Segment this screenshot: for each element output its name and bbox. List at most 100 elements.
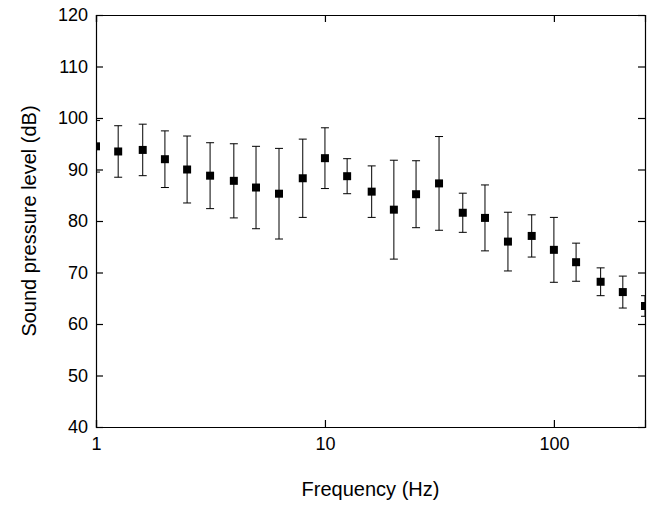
error-bar-cap (550, 217, 558, 218)
tick-label: 40 (68, 417, 88, 437)
point (412, 190, 420, 198)
x-axis-title: Frequency (Hz) (302, 478, 440, 500)
error-bar-cap (619, 276, 627, 277)
tick (638, 273, 645, 274)
error-bar (619, 276, 627, 308)
tick (638, 427, 645, 428)
error-bar-cap (114, 125, 122, 126)
error-bar-cap (390, 259, 398, 260)
error-bar-cap (528, 257, 536, 258)
error-bar (321, 128, 329, 189)
error-bar-cap (252, 146, 260, 147)
tick-label: 110 (59, 57, 88, 77)
tick: 40 (68, 417, 103, 437)
tick: 100 (539, 420, 569, 454)
error-bar-cap (321, 127, 329, 128)
error-bar-cap (459, 193, 467, 194)
point (390, 206, 398, 214)
error-bar-cap (459, 232, 467, 233)
error-bar (550, 217, 558, 282)
error-bar (481, 185, 489, 251)
point (459, 209, 467, 217)
error-bar-cap (368, 217, 376, 218)
tick-mark (638, 66, 645, 67)
point (114, 147, 122, 155)
tick-mark (638, 272, 645, 273)
point (275, 190, 283, 198)
tick (638, 221, 645, 222)
point (230, 177, 238, 185)
error-bar-cap (275, 148, 283, 149)
tick-mark (96, 118, 103, 119)
error-bar-cap (183, 136, 191, 137)
error-bar-cap (390, 160, 398, 161)
point (299, 174, 307, 182)
tick-mark (638, 169, 645, 170)
tick: 10 (315, 420, 335, 454)
error-bar-cap (114, 177, 122, 178)
error-bar-cap (481, 184, 489, 185)
error-bar-cap (619, 308, 627, 309)
error-bar-cap (550, 282, 558, 283)
data-layer (96, 121, 645, 317)
error-bar (275, 148, 283, 239)
point (550, 246, 558, 254)
point (641, 302, 645, 310)
point (572, 258, 580, 266)
y-axis-title: Sound pressure level (dB) (18, 105, 40, 336)
error-bar (641, 296, 645, 317)
error-bar (528, 215, 536, 257)
tick: 70 (68, 263, 103, 283)
tick-label: 60 (68, 314, 88, 334)
error-bar-cap (412, 160, 420, 161)
tick-mark (96, 324, 103, 325)
tick-mark (96, 15, 103, 16)
error-bar-cap (230, 143, 238, 144)
point (528, 232, 536, 240)
error-bar (299, 139, 307, 217)
error-bar (459, 193, 467, 232)
error-bar-cap (641, 295, 645, 296)
error-bar-cap (368, 165, 376, 166)
point (321, 154, 329, 162)
tick-label: 100 (58, 108, 88, 128)
point (368, 188, 376, 196)
error-bar (597, 268, 605, 296)
point (597, 278, 605, 286)
error-bar-cap (597, 267, 605, 268)
axis-line (97, 420, 646, 428)
tick-mark (554, 15, 555, 22)
error-bar-cap (412, 227, 420, 228)
tick-label: 120 (58, 5, 88, 25)
error-bar (412, 161, 420, 228)
error-bar (96, 121, 100, 173)
error-bar (252, 146, 260, 228)
point (183, 166, 191, 174)
tick (638, 15, 645, 16)
error-bar-cap (321, 188, 329, 189)
error-bar (572, 243, 580, 281)
error-bar-cap (572, 243, 580, 244)
tick-label: 1 (91, 434, 101, 454)
tick-mark (638, 118, 645, 119)
tick-label: 90 (68, 160, 88, 180)
error-bar-cap (139, 124, 147, 125)
y-axis-right (638, 16, 646, 428)
tick-mark (96, 427, 103, 428)
error-bar-cap (161, 130, 169, 131)
chart: 110100405060708090100110120Frequency (Hz… (0, 0, 671, 518)
tick-mark (96, 375, 103, 376)
tick-mark (96, 169, 103, 170)
error-bar-cap (299, 139, 307, 140)
tick: 90 (68, 160, 103, 180)
error-bar (435, 137, 443, 231)
axis-line (97, 16, 104, 428)
error-bar-cap (96, 172, 100, 173)
tick-mark (638, 427, 645, 428)
tick-mark (638, 324, 645, 325)
tick-mark (638, 15, 645, 16)
error-bar-cap (252, 228, 260, 229)
error-bar-cap (504, 270, 512, 271)
tick-mark (325, 15, 326, 22)
tick-mark (638, 375, 645, 376)
